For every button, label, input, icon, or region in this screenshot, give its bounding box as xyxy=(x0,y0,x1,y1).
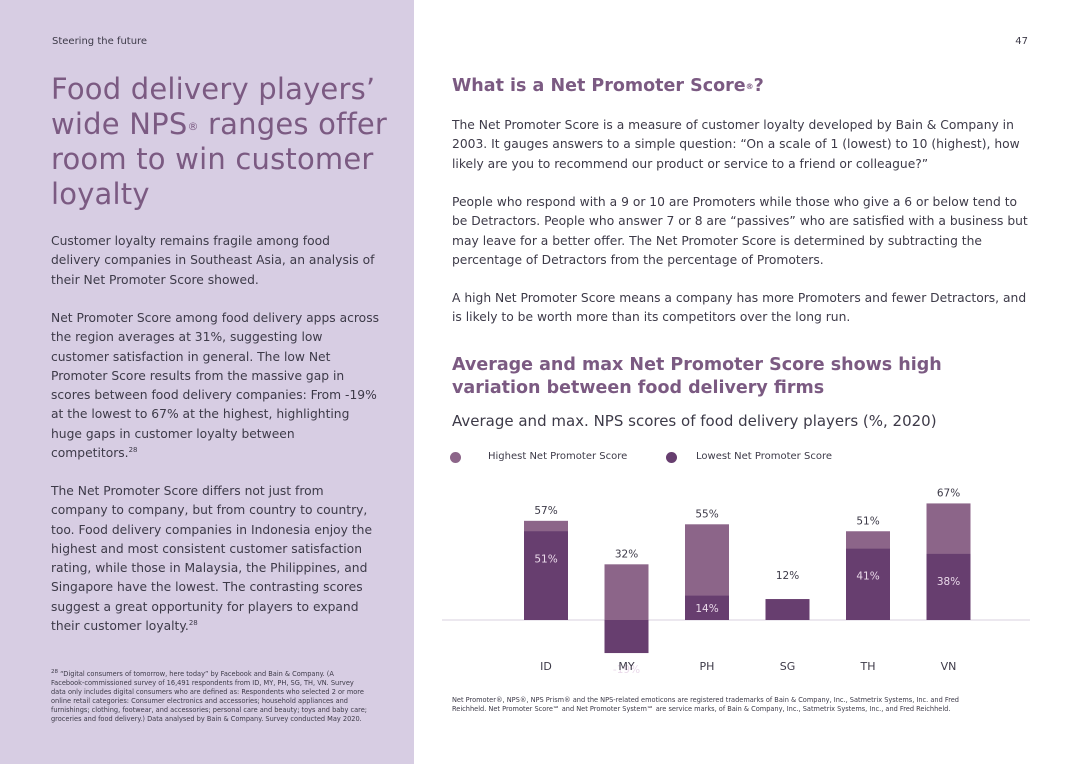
bar-lowest-sg xyxy=(765,599,810,620)
bar-lowest-ph xyxy=(685,595,729,620)
nps-heading-end: ? xyxy=(753,76,764,96)
category-label-th: TH xyxy=(860,660,876,673)
label-highest-vn: 67% xyxy=(937,487,960,499)
nps-definition-heading: What is a Net Promoter Score®? xyxy=(452,75,764,98)
chart-heading: Average and max Net Promoter Score shows… xyxy=(452,355,942,398)
footnote-reference: 28 xyxy=(128,445,138,454)
average-paragraph: Net Promoter Score among food delivery a… xyxy=(51,309,381,463)
running-title: Steering the future xyxy=(52,36,148,47)
registered-mark: ® xyxy=(745,82,754,91)
bar-lowest-vn xyxy=(926,553,971,620)
category-label-sg: SG xyxy=(780,660,796,673)
bar-highest-my xyxy=(604,564,649,620)
country-paragraph-text: The Net Promoter Score differs not just … xyxy=(51,484,373,634)
page-number: 47 xyxy=(1015,36,1028,47)
label-lowest-th: 41% xyxy=(856,571,879,583)
left-panel xyxy=(0,0,414,764)
category-label-my: MY xyxy=(618,660,634,673)
country-paragraph: The Net Promoter Score differs not just … xyxy=(51,482,381,636)
promoters-paragraph: People who respond with a 9 or 10 are Pr… xyxy=(452,195,1028,267)
label-lowest-ph: 14% xyxy=(695,603,718,615)
label-highest-sg: 12% xyxy=(776,570,799,582)
label-lowest-my: -19% xyxy=(613,664,640,676)
nps-bar-chart: 57% 51% ID 32% -19%MY 55% 14% PH 12% SG 51% 41% TH 67… xyxy=(442,487,1030,676)
nps-definition-paragraph: The Net Promoter Score is a measure of c… xyxy=(452,118,1020,171)
label-lowest-id: 51% xyxy=(534,553,557,565)
bar-lowest-th xyxy=(846,548,890,620)
title-part-1: Food delivery players’ wide NPS xyxy=(51,72,376,141)
chart-subtitle: Average and max. NPS scores of food deli… xyxy=(452,412,937,430)
footnote-number: 28 xyxy=(51,669,58,675)
label-highest-th: 51% xyxy=(856,515,879,527)
legend-swatch-highest xyxy=(450,452,461,463)
category-label-ph: PH xyxy=(700,660,715,673)
page-title: Food delivery players’ wide NPS® ranges … xyxy=(51,72,396,212)
high-nps-paragraph: A high Net Promoter Score means a compan… xyxy=(452,291,1027,325)
bar-lowest-my xyxy=(604,620,649,654)
registered-mark: ® xyxy=(187,120,199,133)
legend-label-lowest: Lowest Net Promoter Score xyxy=(696,451,832,462)
bar-lowest-id xyxy=(524,531,568,620)
label-highest-id: 57% xyxy=(534,505,557,517)
survey-footnote: 28 “Digital consumers of tomorrow, here … xyxy=(51,668,369,724)
legend-label-highest: Highest Net Promoter Score xyxy=(488,451,628,462)
title-part-2: ranges offer room to win customer loyalt… xyxy=(51,107,388,211)
category-label-vn: VN xyxy=(941,660,957,673)
average-paragraph-text: Net Promoter Score among food delivery a… xyxy=(51,311,380,461)
footnote-text: “Digital consumers of tomorrow, here tod… xyxy=(51,670,367,723)
label-highest-ph: 55% xyxy=(695,508,718,520)
label-highest-my: 32% xyxy=(615,548,638,560)
legend-swatch-lowest xyxy=(666,452,677,463)
nps-heading-text: What is a Net Promoter Score xyxy=(452,76,746,96)
intro-paragraph: Customer loyalty remains fragile among f… xyxy=(51,234,375,287)
footnote-reference: 28 xyxy=(188,618,198,627)
label-lowest-vn: 38% xyxy=(937,576,960,588)
trademark-note: Net Promoter®, NPS®, NPS Prism® and the … xyxy=(452,696,959,713)
category-label-id: ID xyxy=(540,660,552,673)
